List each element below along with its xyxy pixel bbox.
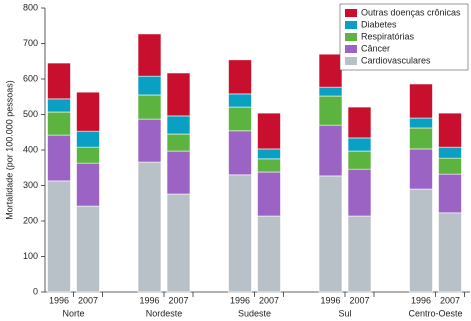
- y-tick-label: 100: [23, 251, 38, 261]
- bar-segment: [137, 94, 162, 120]
- y-tick-label: 0: [33, 286, 38, 296]
- group-label: Sul: [338, 308, 351, 318]
- x-tick-label: 1996: [320, 295, 340, 305]
- x-tick-label: 2007: [349, 295, 369, 305]
- bar-segment: [166, 150, 191, 195]
- bar-segment: [318, 95, 343, 126]
- x-tick-label: 1996: [411, 295, 431, 305]
- bar-segment: [76, 162, 100, 207]
- x-tick-label: 1996: [230, 295, 250, 305]
- bar-segment: [47, 98, 71, 113]
- x-tick-label: 1996: [49, 295, 69, 305]
- bar-segment: [257, 148, 281, 160]
- bar-segment: [347, 168, 372, 217]
- bar-segment: [137, 33, 162, 77]
- bar-segment: [137, 161, 162, 293]
- x-tick-label: 2007: [440, 295, 460, 305]
- bar-segment: [228, 93, 252, 108]
- bar-segment: [409, 127, 433, 150]
- bar-segment: [438, 212, 462, 293]
- x-tick-label: 2007: [168, 295, 188, 305]
- bar-segment: [166, 72, 191, 117]
- legend-swatch: [345, 45, 357, 53]
- y-tick-label: 200: [23, 215, 38, 225]
- bar-segment: [318, 86, 343, 97]
- bar-segment: [228, 59, 252, 95]
- bar-segment: [257, 215, 281, 293]
- legend-label: Respiratórias: [361, 31, 415, 41]
- bar-segment: [409, 83, 433, 119]
- bar-segment: [137, 118, 162, 163]
- x-tick-label: 1996: [139, 295, 159, 305]
- bar-segment: [76, 130, 100, 148]
- bar-segment: [47, 180, 71, 293]
- bar-segment: [318, 175, 343, 293]
- bar-segment: [347, 106, 372, 139]
- bar-segment: [347, 150, 372, 170]
- bar-segment: [47, 111, 71, 136]
- legend-label: Cardiovasculares: [361, 55, 431, 65]
- y-axis-label: Mortalidade (por 100.000 pessoas): [4, 80, 14, 220]
- bar-segment: [347, 137, 372, 152]
- bar-segment: [438, 112, 462, 148]
- bar-segment: [76, 205, 100, 293]
- bar-segment: [166, 133, 191, 152]
- group-label: Centro-Oeste: [408, 308, 462, 318]
- x-tick-label: 2007: [78, 295, 98, 305]
- y-tick-label: 600: [23, 73, 38, 83]
- group-label: Norte: [62, 308, 84, 318]
- bar-segment: [257, 158, 281, 173]
- bar-segment: [409, 148, 433, 190]
- y-tick-label: 400: [23, 144, 38, 154]
- bar-segment: [228, 174, 252, 293]
- y-tick-label: 500: [23, 109, 38, 119]
- legend-label: Câncer: [361, 43, 390, 53]
- bar-segment: [438, 157, 462, 175]
- bar-segment: [257, 171, 281, 217]
- legend-label: Diabetes: [361, 19, 397, 29]
- group-label: Nordeste: [146, 308, 183, 318]
- bar-segment: [166, 115, 191, 135]
- legend-swatch: [345, 33, 357, 41]
- legend-label: Outras doenças crônicas: [361, 7, 461, 17]
- legend-swatch: [345, 57, 357, 65]
- y-tick-label: 800: [23, 2, 38, 12]
- legend-swatch: [345, 9, 357, 17]
- bar-segment: [347, 215, 372, 293]
- bar-segment: [438, 146, 462, 159]
- group-label: Sudeste: [238, 308, 271, 318]
- x-tick-label: 2007: [259, 295, 279, 305]
- bar-segment: [228, 106, 252, 132]
- bar-segment: [47, 134, 71, 182]
- bar-segment: [257, 112, 281, 150]
- bar-segment: [228, 130, 252, 176]
- bar-segment: [438, 173, 462, 214]
- bar-segment: [409, 117, 433, 129]
- legend-swatch: [345, 21, 357, 29]
- bar-segment: [76, 91, 100, 132]
- bar-segment: [166, 193, 191, 293]
- bar-segment: [318, 53, 343, 88]
- y-tick-label: 300: [23, 180, 38, 190]
- bar-segment: [76, 146, 100, 164]
- y-tick-label: 700: [23, 38, 38, 48]
- bar-segment: [318, 124, 343, 177]
- bar-segment: [137, 75, 162, 96]
- legend-box: [339, 3, 469, 71]
- bar-segment: [409, 188, 433, 293]
- bar-segment: [47, 62, 71, 100]
